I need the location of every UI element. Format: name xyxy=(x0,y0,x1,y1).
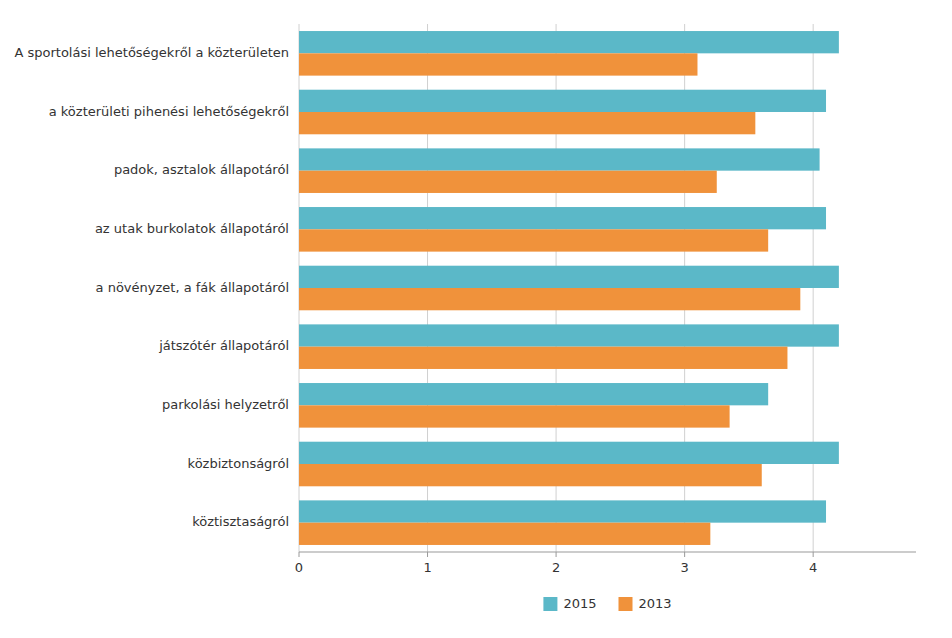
bar xyxy=(299,266,839,288)
bar xyxy=(299,53,697,75)
bar xyxy=(299,347,787,369)
bar xyxy=(299,464,762,486)
bar xyxy=(299,500,826,522)
bar xyxy=(299,383,768,405)
bar xyxy=(299,207,826,229)
category-label: padok, asztalok állapotáról xyxy=(114,162,289,177)
background xyxy=(0,0,952,638)
category-label: köztisztaságról xyxy=(192,514,289,529)
bar xyxy=(299,31,839,53)
bar xyxy=(299,229,768,251)
y-labels: köztisztaságról közbiztonságról parkolási … xyxy=(14,45,289,529)
tick-mark xyxy=(299,552,300,557)
bar xyxy=(299,171,717,193)
category-label: A sportolási lehetőségekről a közterület… xyxy=(14,45,289,60)
tick-label: 4 xyxy=(809,560,817,575)
page: {"chart_data": {"type": "bar", "orientat… xyxy=(0,0,952,638)
bar xyxy=(299,442,839,464)
bar xyxy=(299,112,755,134)
category-label: a növényzet, a fák állapotáról xyxy=(96,280,289,295)
chart-svg: 0 1 2 3 4 köztisztaságról közbiztonságról parko… xyxy=(0,0,952,638)
tick-label: 3 xyxy=(680,560,688,575)
bar xyxy=(299,324,839,346)
legend-label: 2015 xyxy=(563,596,596,611)
bar xyxy=(299,288,800,310)
legend: 2015 2013 xyxy=(543,596,671,612)
legend-item: 2013 xyxy=(619,596,672,612)
category-label: közbiztonságról xyxy=(188,456,289,471)
tick-mark xyxy=(684,552,685,557)
legend-swatch xyxy=(543,597,557,611)
chart-container: 0 1 2 3 4 köztisztaságról közbiztonságról parko… xyxy=(0,0,952,638)
bar xyxy=(299,90,826,112)
x-axis-line xyxy=(299,552,916,553)
bar xyxy=(299,523,710,545)
bar xyxy=(299,148,820,170)
x-ticks: 0 1 2 3 4 xyxy=(295,552,817,575)
category-label: az utak burkolatok állapotáról xyxy=(95,221,289,236)
category-label: játszótér állapotáról xyxy=(158,338,289,353)
bar xyxy=(299,405,730,427)
bars xyxy=(299,31,839,545)
tick-mark xyxy=(813,552,814,557)
legend-label: 2013 xyxy=(639,596,672,611)
tick-mark xyxy=(427,552,428,557)
legend-item: 2015 xyxy=(543,596,596,612)
tick-label: 2 xyxy=(552,560,560,575)
tick-mark xyxy=(556,552,557,557)
category-label: a közterületi pihenési lehetőségekről xyxy=(49,104,289,119)
legend-swatch xyxy=(619,597,633,611)
tick-label: 1 xyxy=(423,560,431,575)
category-label: parkolási helyzetről xyxy=(162,397,289,412)
tick-label: 0 xyxy=(295,560,303,575)
